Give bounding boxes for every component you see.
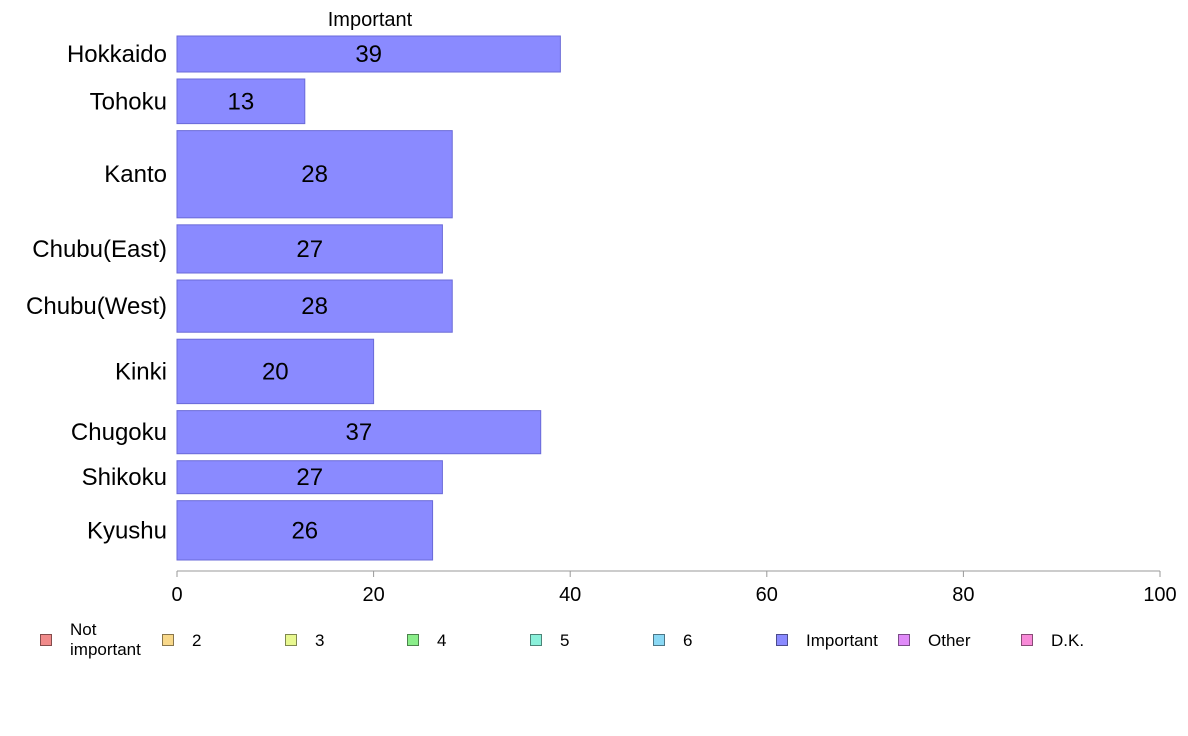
bar-kanto xyxy=(176,130,453,219)
x-tick-label-20: 20 xyxy=(362,584,384,606)
bar-tohoku xyxy=(176,78,306,125)
data-label-hokkaido: 39 xyxy=(355,41,382,68)
legend-label-3: 3 xyxy=(315,631,325,650)
legend-label-important: Important xyxy=(806,631,878,650)
legend-swatch-other xyxy=(898,634,910,646)
bar-kinki xyxy=(176,338,375,405)
bar-chubu-east xyxy=(176,224,443,274)
category-label-kinki: Kinki xyxy=(115,358,167,385)
x-tick-label-0: 0 xyxy=(171,584,182,606)
x-tick-label-80: 80 xyxy=(952,584,974,606)
x-tick-label-40: 40 xyxy=(559,584,581,606)
category-label-chugoku: Chugoku xyxy=(71,419,167,446)
category-label-chubu-east: Chubu(East) xyxy=(32,236,167,263)
legend-swatch-6 xyxy=(653,634,665,646)
bars-group: 39 Hokkaido 13 Tohoku 28 Kanto 27 Chubu(East) 28… xyxy=(26,35,561,561)
x-tick-label-60: 60 xyxy=(756,584,778,606)
data-label-kanto: 28 xyxy=(301,161,328,188)
legend-swatch-dk xyxy=(1021,634,1033,646)
legend: Not important 2 3 4 5 6 Important Other … xyxy=(0,618,1188,668)
legend-label-2: 2 xyxy=(192,631,202,650)
legend-swatch-3 xyxy=(285,634,297,646)
x-axis: 0 20 40 60 80 100 xyxy=(171,570,1177,606)
bar-shikoku xyxy=(176,460,443,495)
bar-kyushu xyxy=(176,500,434,561)
legend-swatch-2 xyxy=(162,634,174,646)
bar-chubu-west xyxy=(176,279,453,333)
category-label-chubu-west: Chubu(West) xyxy=(26,293,167,320)
data-label-chubu-west: 28 xyxy=(301,293,328,320)
category-label-hokkaido: Hokkaido xyxy=(67,41,167,68)
legend-label-dk: D.K. xyxy=(1051,631,1085,650)
data-label-kyushu: 26 xyxy=(291,517,318,544)
legend-swatch-not-important xyxy=(40,634,52,646)
legend-label-5: 5 xyxy=(560,631,570,650)
legend-swatch-important xyxy=(776,634,788,646)
legend-label-other: Other xyxy=(928,631,971,650)
legend-label-not-important: Not important xyxy=(70,620,141,659)
data-label-shikoku: 27 xyxy=(296,464,323,491)
category-label-shikoku: Shikoku xyxy=(82,464,167,491)
legend-swatch-4 xyxy=(407,634,419,646)
legend-swatch-5 xyxy=(530,634,542,646)
data-label-chugoku: 37 xyxy=(346,419,373,446)
data-label-chubu-east: 27 xyxy=(296,236,323,263)
bar-chugoku xyxy=(176,410,542,455)
category-label-tohoku: Tohoku xyxy=(90,88,167,115)
chart-title: Important xyxy=(328,9,413,31)
category-label-kyushu: Kyushu xyxy=(87,517,167,544)
data-label-tohoku: 13 xyxy=(228,88,255,115)
x-tick-label-100: 100 xyxy=(1143,584,1176,606)
bar-hokkaido xyxy=(176,35,561,73)
legend-label-6: 6 xyxy=(683,631,693,650)
data-label-kinki: 20 xyxy=(262,358,289,385)
legend-label-4: 4 xyxy=(437,631,447,650)
category-label-kanto: Kanto xyxy=(104,161,167,188)
